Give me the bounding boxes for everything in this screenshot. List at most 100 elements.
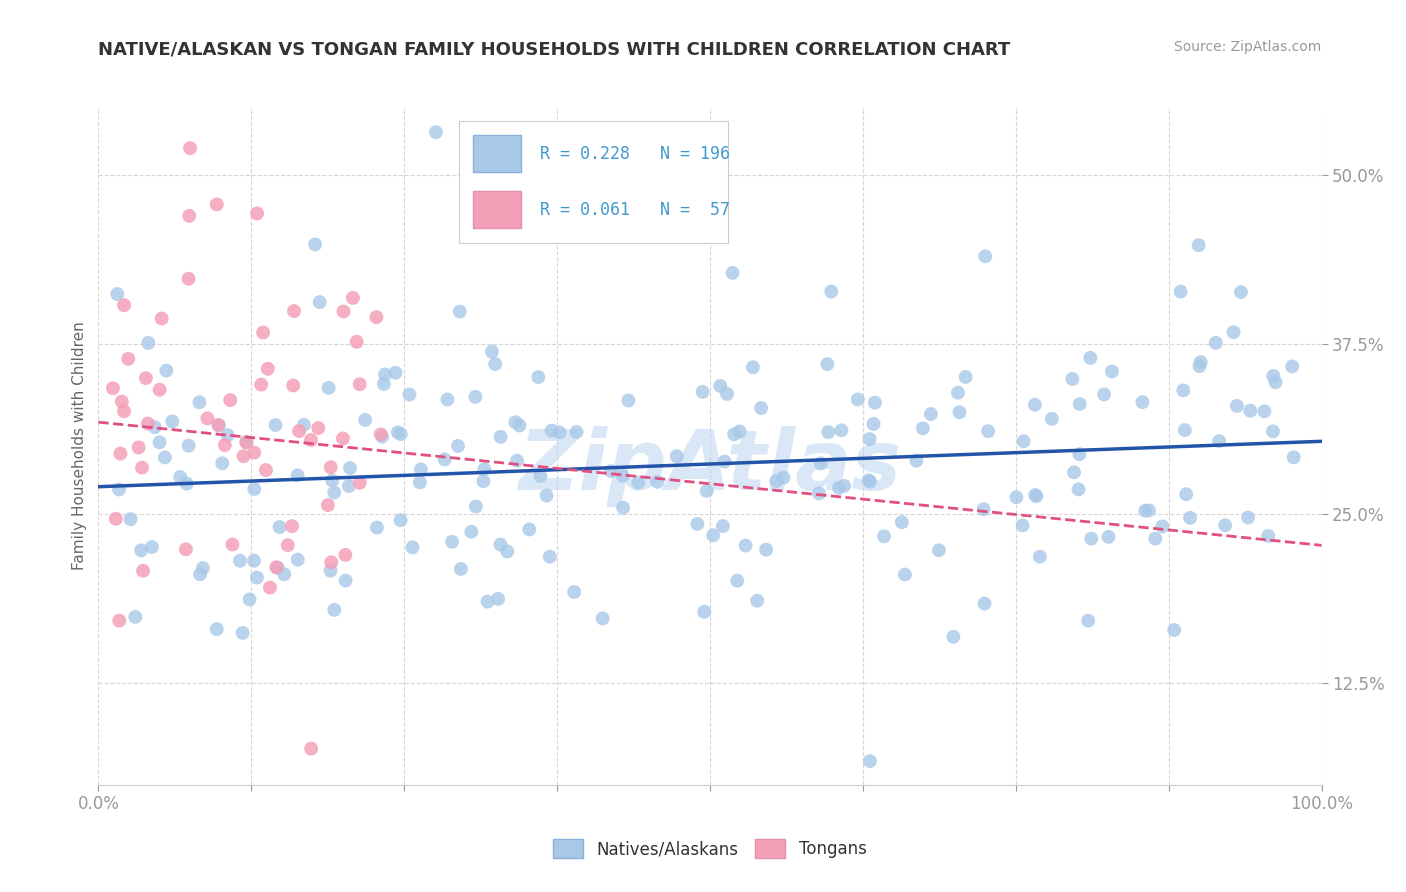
Point: [905, 453, 928, 467]
Point: [1188, 359, 1211, 373]
Point: [920, 407, 942, 421]
Point: [472, 462, 495, 476]
Point: [973, 502, 995, 516]
Point: [337, 479, 360, 493]
Point: [373, 377, 395, 392]
Point: [977, 424, 1000, 438]
Point: [1152, 519, 1174, 533]
Point: [319, 564, 342, 578]
Point: [828, 481, 851, 495]
Point: [859, 475, 882, 489]
Point: [354, 413, 377, 427]
Point: [389, 427, 412, 442]
Point: [481, 344, 503, 359]
Point: [686, 516, 709, 531]
Point: [1237, 510, 1260, 524]
Point: [942, 630, 965, 644]
Point: [112, 404, 135, 418]
Point: [484, 357, 506, 371]
Point: [612, 468, 634, 483]
Point: [807, 486, 830, 500]
Point: [1173, 384, 1195, 398]
Point: [1012, 434, 1035, 449]
Point: [1024, 488, 1046, 502]
Point: [749, 401, 772, 415]
Point: [346, 334, 368, 349]
Point: [153, 450, 176, 465]
Point: [696, 483, 718, 498]
Point: [335, 574, 357, 588]
Point: [150, 311, 173, 326]
Point: [1011, 518, 1033, 533]
Point: [332, 432, 354, 446]
Point: [1069, 447, 1091, 461]
Point: [592, 611, 614, 625]
Point: [318, 381, 340, 395]
Point: [292, 417, 315, 432]
Point: [449, 304, 471, 318]
Point: [627, 475, 650, 490]
Point: [136, 417, 159, 431]
Point: [269, 520, 291, 534]
Point: [384, 366, 406, 380]
Point: [349, 377, 371, 392]
Point: [398, 387, 420, 401]
Point: [288, 424, 311, 438]
Point: [287, 468, 309, 483]
Point: [1257, 529, 1279, 543]
Point: [221, 537, 243, 551]
Point: [1205, 335, 1227, 350]
Point: [323, 485, 346, 500]
Point: [273, 567, 295, 582]
Point: [143, 420, 166, 434]
Point: [1208, 434, 1230, 449]
Point: [505, 415, 527, 429]
Point: [1097, 530, 1119, 544]
Point: [188, 395, 211, 409]
Point: [155, 363, 177, 377]
Point: [464, 390, 486, 404]
Point: [246, 206, 269, 220]
Point: [101, 381, 124, 395]
Point: [1189, 355, 1212, 369]
Point: [162, 414, 184, 428]
Point: [894, 567, 917, 582]
Point: [332, 304, 354, 318]
Point: [1062, 372, 1084, 386]
Point: [723, 427, 745, 442]
Point: [287, 552, 309, 566]
Point: [235, 435, 257, 450]
Point: [387, 425, 409, 440]
Point: [148, 435, 170, 450]
Point: [229, 554, 252, 568]
Text: NATIVE/ALASKAN VS TONGAN FAMILY HOUSEHOLDS WITH CHILDREN CORRELATION CHART: NATIVE/ALASKAN VS TONGAN FAMILY HOUSEHOL…: [98, 40, 1011, 58]
Point: [464, 500, 486, 514]
Point: [319, 460, 342, 475]
Point: [1226, 399, 1249, 413]
Point: [1005, 491, 1028, 505]
Point: [755, 542, 778, 557]
Point: [859, 754, 882, 768]
Point: [1135, 504, 1157, 518]
Point: [135, 371, 157, 385]
Text: ZipAtlas: ZipAtlas: [519, 425, 901, 507]
Point: [243, 482, 266, 496]
Point: [307, 421, 329, 435]
Point: [529, 469, 551, 483]
Point: [132, 564, 155, 578]
Point: [243, 554, 266, 568]
Point: [1067, 483, 1090, 497]
Point: [1282, 450, 1305, 465]
Point: [693, 605, 716, 619]
Point: [188, 567, 211, 582]
Point: [117, 351, 139, 366]
Point: [506, 453, 529, 467]
Point: [136, 335, 159, 350]
Point: [283, 304, 305, 318]
Point: [1077, 614, 1099, 628]
Point: [508, 418, 530, 433]
Point: [928, 543, 950, 558]
Point: [846, 392, 869, 407]
Point: [810, 457, 832, 471]
Legend: Natives/Alaskans, Tongans: Natives/Alaskans, Tongans: [547, 832, 873, 864]
